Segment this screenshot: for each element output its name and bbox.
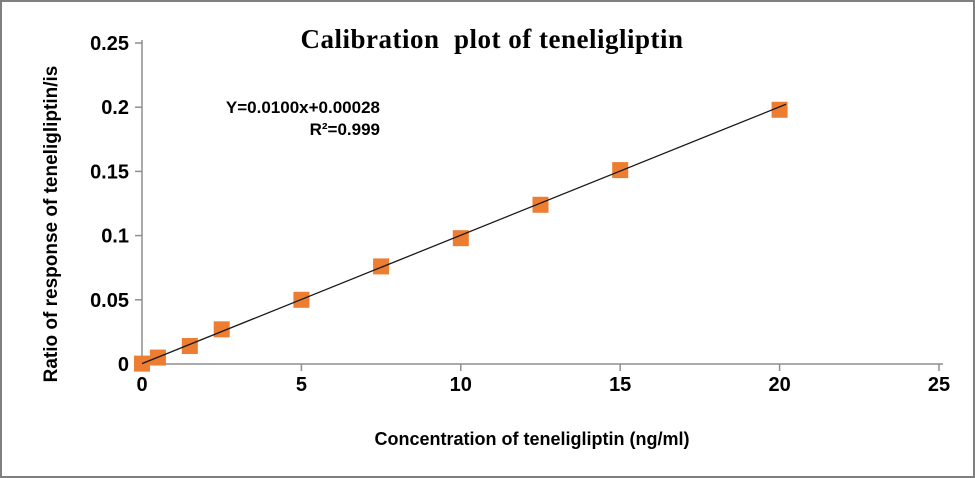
equation-text: Y=0.0100x+0.00028 xyxy=(225,98,380,117)
r-squared-text: R²=0.999 xyxy=(309,120,380,139)
trendline xyxy=(141,103,787,365)
data-point-marker xyxy=(532,196,549,213)
x-tick-label: 0 xyxy=(136,374,147,396)
y-tick-label: 0.05 xyxy=(90,290,129,312)
chart-title: Calibration plot of teneligliptin xyxy=(300,24,684,54)
x-tick-label: 20 xyxy=(768,374,790,396)
trendline-annotation: Y=0.0100x+0.00028 R²=0.999 xyxy=(220,97,380,141)
y-axis-title: Ratio of response of teneligliptin/is xyxy=(41,65,62,383)
y-tick-label: 0.1 xyxy=(101,226,129,248)
x-tick-label: 15 xyxy=(609,374,631,396)
x-axis-title: Concentration of teneligliptin (ng/ml) xyxy=(374,429,690,449)
data-point-marker xyxy=(612,162,629,179)
y-tick-label: 0.2 xyxy=(101,97,129,119)
x-tick-label: 25 xyxy=(928,374,950,396)
y-tick-label: 0.15 xyxy=(90,161,129,183)
x-tick-label: 10 xyxy=(450,374,472,396)
y-tick-label: 0.25 xyxy=(90,33,129,55)
y-tick-label: 0 xyxy=(118,354,129,376)
data-point-marker xyxy=(373,258,390,275)
data-point-marker xyxy=(181,338,198,355)
x-tick-label: 5 xyxy=(296,374,307,396)
